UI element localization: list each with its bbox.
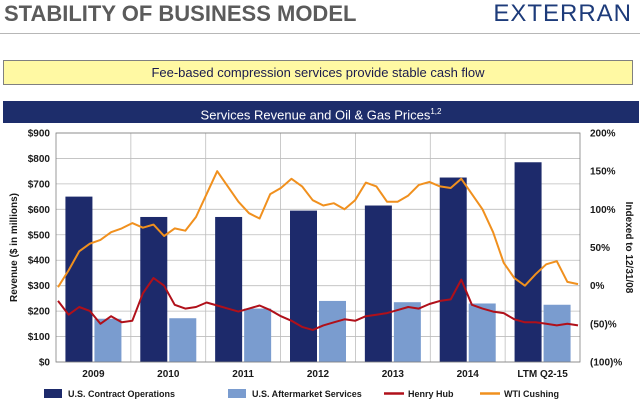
bar-aftermarket-services — [393, 302, 421, 362]
y-axis-right-label: Indexed to 12/31/08 — [623, 202, 634, 294]
logo-text: EXTERRAN — [493, 0, 632, 27]
y-tick-right: (50)% — [590, 319, 617, 330]
bar-contract-operations — [364, 205, 392, 362]
page-title: STABILITY OF BUSINESS MODEL — [4, 1, 357, 26]
x-tick-label: 2014 — [457, 369, 480, 380]
x-tick-label: 2013 — [382, 369, 405, 380]
y-tick-left: $700 — [28, 179, 51, 190]
y-tick-left: $600 — [28, 205, 51, 216]
x-tick-label: LTM Q2-15 — [517, 369, 568, 380]
chart-title-text: Services Revenue and Oil & Gas Prices — [200, 107, 431, 123]
bar-aftermarket-services — [319, 300, 346, 362]
plot-frame — [55, 132, 581, 363]
y-tick-left: $900 — [28, 129, 51, 140]
x-tick-label: 2011 — [232, 369, 254, 380]
y-tick-left: $100 — [28, 332, 51, 343]
legend-swatch — [228, 389, 246, 398]
chart-title: Services Revenue and Oil & Gas Prices1,2 — [3, 101, 639, 123]
company-logo: EXTERRAN — [493, 0, 632, 28]
x-tick-label: 2012 — [307, 369, 330, 380]
bar-aftermarket-services — [543, 304, 571, 362]
bar-contract-operations — [290, 210, 317, 362]
y-tick-right: 0% — [590, 281, 605, 292]
line-henry-hub — [57, 277, 579, 331]
legend-label: Henry Hub — [408, 389, 454, 399]
x-tick-label: 2009 — [82, 369, 105, 380]
y-tick-right: 100% — [590, 205, 616, 216]
header-divider — [0, 33, 640, 34]
bar-contract-operations — [439, 177, 467, 362]
y-tick-right: 150% — [590, 167, 616, 178]
legend-label: WTI Cushing — [504, 389, 559, 399]
y-tick-left: $0 — [39, 358, 51, 369]
y-axis-left-label: Revenue ($ in millions) — [9, 193, 20, 302]
y-tick-left: $800 — [28, 154, 51, 165]
chart-title-footnote: 1,2 — [430, 107, 442, 116]
bar-aftermarket-services — [94, 318, 122, 362]
y-tick-left: $300 — [28, 281, 51, 292]
bar-aftermarket-services — [244, 308, 272, 362]
legend-label: U.S. Aftermarket Services — [252, 389, 362, 399]
bar-aftermarket-services — [169, 318, 197, 362]
line-wti-cushing — [57, 170, 579, 288]
callout-box: Fee-based compression services provide s… — [3, 60, 633, 85]
bar-contract-operations — [65, 196, 93, 362]
legend-swatch — [44, 389, 62, 398]
y-tick-right: 50% — [590, 243, 610, 254]
y-tick-left: $500 — [28, 230, 51, 241]
bar-contract-operations — [514, 162, 542, 362]
y-tick-right: (100)% — [590, 358, 622, 369]
legend-label: U.S. Contract Operations — [68, 389, 175, 399]
bar-contract-operations — [215, 216, 243, 362]
y-tick-right: 200% — [590, 129, 616, 140]
x-tick-label: 2010 — [157, 369, 180, 380]
y-tick-left: $200 — [28, 307, 51, 318]
y-tick-left: $400 — [28, 256, 51, 267]
bar-aftermarket-services — [468, 303, 496, 362]
